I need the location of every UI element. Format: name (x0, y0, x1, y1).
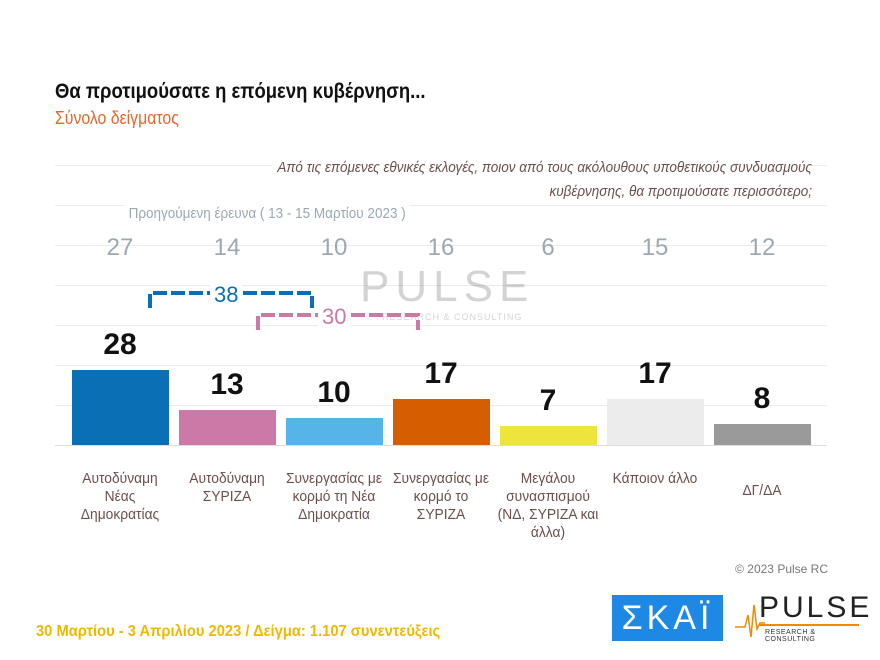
pulse-logo: PULSE RESEARCH & CONSULTING (735, 591, 869, 643)
value-label: 17 (638, 357, 672, 391)
category-label: Αυτοδύναμη ΣΥΡΙΖΑ (189, 470, 265, 505)
previous-value-label: 10 (320, 234, 348, 261)
gridline (55, 325, 827, 326)
bar (714, 423, 811, 445)
grouping-label-30: 30 (318, 304, 351, 330)
value-label: 10 (317, 376, 351, 410)
gridline (55, 245, 827, 246)
category-label: ΔΓ/ΔΑ (742, 482, 782, 499)
bar (607, 399, 704, 445)
value-label: 8 (753, 381, 771, 415)
previous-value-label: 27 (106, 234, 134, 261)
value-label: 28 (103, 328, 137, 361)
previous-value-label: 15 (641, 234, 669, 261)
previous-value-label: 14 (213, 234, 241, 261)
chart-subtitle: Σύνολο δείγματος (55, 108, 179, 128)
previous-value-label: 6 (541, 234, 555, 261)
gridline (55, 285, 827, 286)
previous-value-label: 16 (427, 234, 455, 261)
fieldwork-info: 30 Μαρτίου - 3 Απριλίου 2023 / Δείγμα: 1… (36, 623, 441, 640)
gridline (55, 445, 827, 446)
bar (286, 418, 383, 445)
category-label: Αυτοδύναμη Νέας Δημοκρατίας (80, 470, 160, 523)
bar (393, 399, 490, 445)
watermark-text: PULSE (360, 262, 535, 311)
bar (72, 370, 169, 445)
value-label: 7 (539, 384, 557, 418)
category-label: Συνεργασίας με κορμό τη Νέα Δημοκρατία (285, 470, 382, 523)
chart-title: Θα προτιμούσατε η επόμενη κυβέρνηση... (55, 80, 426, 103)
previous-value-label: 12 (748, 234, 776, 261)
question-text: Από τις επόμενες εθνικές εκλογές, ποιον … (254, 156, 812, 204)
previous-survey-label: Προηγούμενη έρευνα ( 13 - 15 Μαρτίου 202… (125, 205, 410, 222)
pulse-logo-text: PULSE (759, 591, 873, 624)
gridline (55, 205, 827, 206)
skai-logo: ΣΚΑΪ (612, 595, 723, 641)
bar (179, 410, 276, 445)
value-label: 13 (210, 368, 244, 402)
value-label: 17 (424, 357, 458, 391)
watermark-logo: PULSE RESEARCH & CONSULTING (360, 262, 535, 322)
category-label: Κάποιον άλλο (612, 470, 698, 487)
grouping-label-38: 38 (210, 282, 243, 308)
category-label: Συνεργασίας με κορμό το ΣΥΡΙΖΑ (392, 470, 489, 523)
gridline (55, 365, 827, 366)
category-label: Μεγάλου συνασπισμού (ΝΔ, ΣΥΡΙΖΑ και άλλα… (497, 470, 599, 541)
bar (500, 426, 597, 445)
copyright: © 2023 Pulse RC (735, 562, 828, 576)
